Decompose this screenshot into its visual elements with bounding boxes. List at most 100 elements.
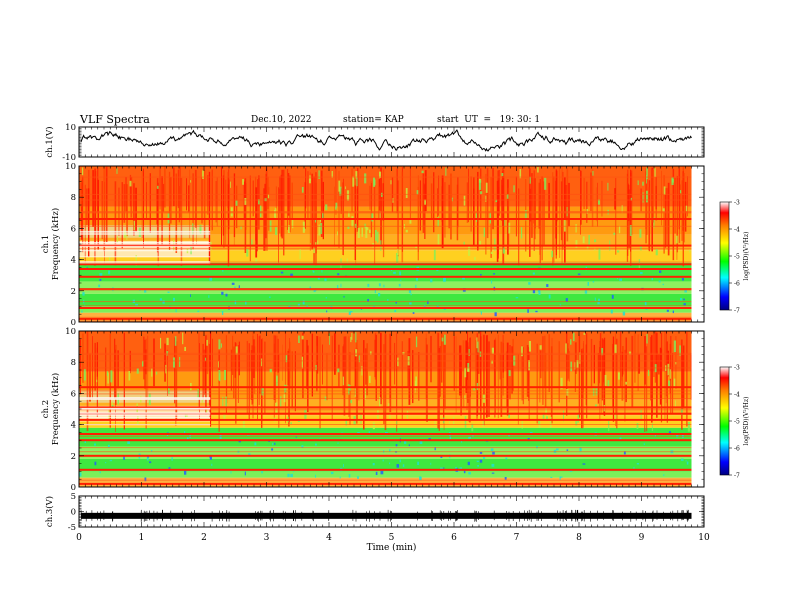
- speckle: [441, 337, 444, 342]
- impulse-streak: [259, 335, 261, 394]
- impulse-streak: [253, 339, 255, 378]
- speckle: [171, 457, 173, 461]
- spectrum-layer: [79, 471, 692, 478]
- impulse-streak: [580, 170, 581, 235]
- impulse-streak: [455, 336, 457, 413]
- speckle: [474, 256, 476, 261]
- colorbar-tick-label: -5: [734, 254, 740, 261]
- impulse-streak: [534, 178, 536, 229]
- speckle: [320, 222, 323, 235]
- speckle: [151, 368, 153, 377]
- impulse-streak: [500, 341, 503, 417]
- impulse-streak: [646, 175, 648, 235]
- speckle: [378, 293, 381, 297]
- speckle: [529, 431, 533, 434]
- speckle: [393, 271, 396, 274]
- speckle: [261, 471, 263, 474]
- impulse-streak: [230, 349, 233, 391]
- speckle: [681, 278, 684, 281]
- speckle: [570, 339, 572, 345]
- impulse-streak: [542, 336, 544, 405]
- impulse-streak: [560, 181, 563, 241]
- speckle: [451, 197, 453, 202]
- speckle: [107, 444, 110, 448]
- speckle: [111, 401, 113, 408]
- speckle: [206, 339, 208, 346]
- speckle: [322, 212, 324, 219]
- speckle: [375, 471, 378, 475]
- narrowband-line: [79, 263, 692, 266]
- impulse-streak: [408, 338, 411, 405]
- speckle: [302, 221, 305, 233]
- impulse-streak: [282, 344, 283, 381]
- speckle: [96, 379, 98, 383]
- impulse-streak: [145, 349, 147, 375]
- impulse-streak: [683, 173, 685, 243]
- speckle: [218, 339, 221, 350]
- impulse-streak: [614, 188, 616, 210]
- impulse-streak: [266, 179, 268, 251]
- ch1-spectrogram-y-axis-label-line1: ch.1: [41, 235, 51, 253]
- impulse-streak: [644, 336, 646, 385]
- impulse-streak: [378, 186, 380, 219]
- speckle: [83, 369, 86, 381]
- impulse-streak: [383, 344, 385, 425]
- x-tick-label: 8: [576, 533, 582, 543]
- narrowband-line: [79, 439, 692, 442]
- impulse-streak: [601, 180, 603, 217]
- impulse-streak: [450, 173, 452, 240]
- narrowband-line: [79, 316, 692, 318]
- impulse-streak: [237, 345, 239, 403]
- impulse-streak: [551, 337, 553, 388]
- speckle: [464, 416, 467, 428]
- impulse-streak: [252, 180, 254, 217]
- speckle: [537, 289, 541, 293]
- speckle: [559, 476, 563, 478]
- impulse-streak: [146, 182, 147, 220]
- impulse-streak: [593, 344, 595, 384]
- speckle: [308, 179, 311, 184]
- impulse-streak: [129, 350, 131, 374]
- impulse-streak: [566, 168, 569, 242]
- speckle: [619, 278, 622, 281]
- speckle: [135, 303, 138, 306]
- impulse-streak: [412, 350, 414, 404]
- impulse-streak: [173, 167, 175, 207]
- spectrum-layer: [79, 306, 692, 313]
- speckle: [463, 195, 466, 206]
- impulse-streak: [470, 176, 472, 232]
- impulse-streak: [522, 347, 524, 405]
- speckle: [389, 413, 391, 422]
- impulse-streak: [444, 182, 446, 238]
- impulse-streak: [475, 340, 476, 390]
- impulse-streak: [493, 340, 496, 389]
- impulse-streak: [444, 345, 446, 409]
- speckle: [666, 309, 669, 312]
- speckle: [209, 456, 212, 460]
- narrowband-line: [79, 407, 692, 409]
- speckle: [679, 190, 682, 194]
- x-tick-label: 3: [264, 533, 270, 543]
- impulse-streak: [276, 335, 278, 383]
- ch1-waveform-line: [80, 129, 692, 152]
- speckle: [397, 249, 399, 255]
- speckle: [372, 463, 375, 466]
- impulse-streak: [460, 345, 462, 380]
- impulse-streak: [515, 176, 517, 237]
- colorbar-tick-label: -6: [734, 446, 740, 453]
- impulse-streak: [101, 181, 103, 240]
- speckle: [326, 310, 328, 313]
- speckle: [575, 224, 577, 233]
- spectrum-layer: [79, 427, 692, 447]
- speckle: [685, 205, 688, 212]
- speckle: [654, 167, 656, 178]
- speckle: [529, 176, 531, 184]
- speckle: [528, 360, 530, 371]
- impulse-streak: [291, 182, 293, 219]
- impulse-streak: [653, 333, 655, 377]
- speckle: [566, 389, 569, 396]
- no-data-area: [691, 331, 704, 487]
- impulse-streak: [511, 346, 513, 394]
- impulse-streak: [652, 169, 654, 223]
- speckle: [129, 180, 132, 187]
